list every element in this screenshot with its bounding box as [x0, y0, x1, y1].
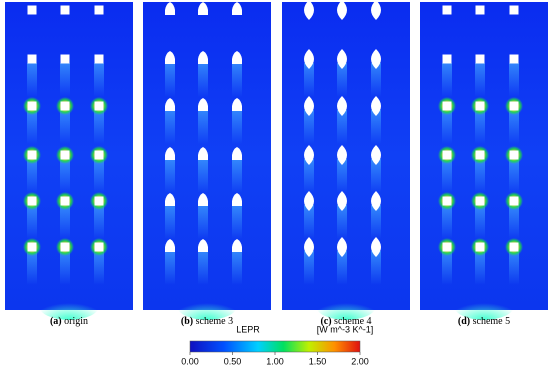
- obstacle: [337, 237, 347, 257]
- obstacle: [475, 101, 485, 111]
- obstacle: [232, 193, 242, 206]
- panel: (d) scheme 5: [420, 2, 548, 327]
- obstacle: [198, 193, 208, 206]
- obstacle: [337, 96, 347, 116]
- panel: (b) scheme 3: [143, 2, 271, 327]
- obstacle: [198, 147, 208, 160]
- obstacle: [371, 49, 381, 69]
- obstacle: [60, 54, 70, 64]
- panel-name: origin: [64, 316, 88, 327]
- panel-name: scheme 4: [334, 316, 372, 327]
- obstacle: [60, 242, 70, 252]
- obstacle: [371, 145, 381, 165]
- obstacle: [475, 196, 485, 206]
- colorbar-title: LEPR: [236, 324, 260, 334]
- obstacle: [94, 196, 104, 206]
- obstacle: [371, 191, 381, 211]
- obstacle: [198, 98, 208, 111]
- obstacle: [27, 5, 37, 15]
- obstacle: [475, 150, 485, 160]
- colorbar-tick-label: 0.00: [181, 356, 199, 366]
- obstacle: [475, 5, 485, 15]
- obstacle: [304, 96, 314, 116]
- obstacle: [27, 196, 37, 206]
- obstacle: [232, 239, 242, 252]
- colorbar-tick-label: 0.50: [224, 356, 242, 366]
- obstacle: [232, 51, 242, 64]
- obstacle: [442, 196, 452, 206]
- obstacle: [509, 196, 519, 206]
- obstacle: [337, 191, 347, 211]
- obstacle: [232, 147, 242, 160]
- obstacle: [304, 145, 314, 165]
- obstacle: [509, 101, 519, 111]
- panel-caption: (b) scheme 3: [181, 316, 233, 327]
- obstacle: [509, 242, 519, 252]
- obstacle: [337, 145, 347, 165]
- colorbar-tick-label: 1.00: [266, 356, 284, 366]
- obstacle: [60, 101, 70, 111]
- obstacle: [165, 147, 175, 160]
- panel-name: scheme 5: [473, 316, 511, 327]
- obstacle: [304, 191, 314, 211]
- colorbar: [189, 340, 361, 353]
- obstacle: [442, 5, 452, 15]
- obstacle: [198, 239, 208, 252]
- obstacle: [94, 242, 104, 252]
- obstacle: [94, 150, 104, 160]
- obstacle: [198, 51, 208, 64]
- obstacle: [371, 96, 381, 116]
- panel-caption: (c) scheme 4: [320, 316, 371, 327]
- obstacle: [475, 242, 485, 252]
- panel-name: scheme 3: [196, 316, 234, 327]
- obstacle: [198, 2, 208, 15]
- obstacle: [475, 54, 485, 64]
- obstacle: [165, 2, 175, 15]
- obstacle: [27, 101, 37, 111]
- obstacle: [442, 54, 452, 64]
- obstacle: [304, 49, 314, 69]
- panel-letter: (d): [458, 316, 470, 327]
- panel-letter: (b): [181, 316, 193, 327]
- panel-caption: (a) origin: [50, 316, 88, 327]
- colorbar-unit: [W m^-3 K^-1]: [317, 324, 373, 334]
- obstacle: [509, 5, 519, 15]
- obstacle: [94, 101, 104, 111]
- obstacle: [442, 150, 452, 160]
- obstacle: [94, 54, 104, 64]
- obstacle: [27, 242, 37, 252]
- obstacle: [232, 2, 242, 15]
- panel: (a) origin: [5, 2, 133, 327]
- panel: (c) scheme 4: [282, 0, 410, 327]
- obstacle: [165, 193, 175, 206]
- obstacle: [442, 242, 452, 252]
- obstacle: [337, 49, 347, 69]
- obstacle: [60, 150, 70, 160]
- colorbar-tick-label: 2.00: [351, 356, 369, 366]
- panel-letter: (a): [50, 316, 62, 327]
- obstacle: [165, 51, 175, 64]
- obstacle: [509, 150, 519, 160]
- obstacle: [442, 101, 452, 111]
- obstacle: [27, 150, 37, 160]
- obstacle: [60, 5, 70, 15]
- obstacle: [165, 239, 175, 252]
- obstacle: [304, 0, 314, 20]
- obstacle: [232, 98, 242, 111]
- obstacle: [337, 0, 347, 20]
- obstacle: [371, 237, 381, 257]
- obstacle: [27, 54, 37, 64]
- obstacle: [60, 196, 70, 206]
- obstacle: [509, 54, 519, 64]
- obstacle: [165, 98, 175, 111]
- obstacle: [304, 237, 314, 257]
- obstacle: [94, 5, 104, 15]
- obstacle: [371, 0, 381, 20]
- colorbar-tick-label: 1.50: [309, 356, 327, 366]
- panel-caption: (d) scheme 5: [458, 316, 510, 327]
- panel-letter: (c): [320, 316, 331, 327]
